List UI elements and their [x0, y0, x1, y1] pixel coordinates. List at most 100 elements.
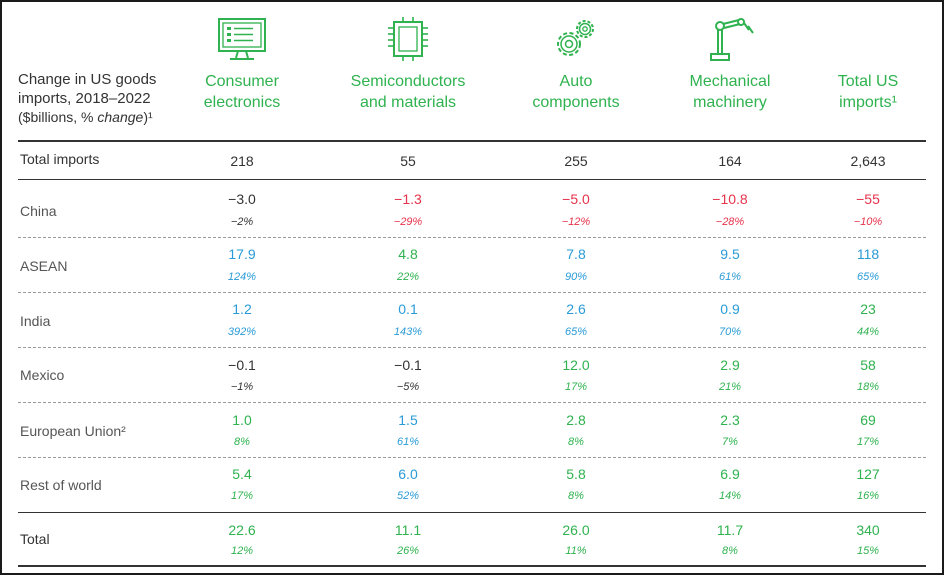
column-label: Semiconductors and materials	[350, 73, 466, 111]
column-label: Mechanical machinery	[689, 73, 771, 111]
cell-value: 0.9	[720, 301, 740, 317]
column-label: Total US imports¹	[837, 73, 899, 111]
cell-percent: −29%	[393, 216, 423, 228]
row-label: ASEAN	[20, 258, 68, 274]
cell-value: 255	[564, 153, 588, 169]
cell-value: −55	[856, 191, 880, 207]
chip-icon	[388, 17, 428, 61]
table-header: Change in US goods imports, 2018–2022 ($…	[2, 2, 942, 142]
cell-value: 12.0	[562, 357, 590, 373]
cell-percent: 8%	[234, 436, 250, 448]
cell-percent: 44%	[856, 326, 880, 338]
cell-percent: −2%	[230, 216, 254, 228]
row-divider	[18, 347, 926, 348]
cell-percent: 52%	[396, 490, 420, 502]
cell-value: 55	[400, 153, 416, 169]
cell-value: −0.1	[228, 357, 256, 373]
cell-percent: 12%	[230, 545, 254, 557]
cell-value: 2.6	[566, 301, 586, 317]
cell-value: 2.3	[720, 412, 740, 428]
cell-percent: −5%	[396, 381, 420, 393]
gears-icon	[557, 20, 594, 56]
cell-percent: 18%	[856, 381, 880, 393]
title-line-1: Change in US goods	[18, 71, 157, 88]
cell-percent: 14%	[718, 490, 742, 502]
row-header-title: Change in US goods imports, 2018–2022 ($…	[18, 70, 198, 127]
cell-percent: 8%	[568, 490, 584, 502]
row-label: China	[20, 203, 57, 219]
cell-percent: 65%	[856, 271, 880, 283]
title-line-2: imports, 2018–2022	[18, 90, 151, 107]
row-label: Total	[20, 531, 50, 547]
cell-value: 58	[860, 357, 876, 373]
cell-value: 1.2	[232, 301, 252, 317]
cell-value: 9.5	[720, 246, 740, 262]
column-label: Consumer electronics	[203, 73, 281, 111]
row-divider	[18, 457, 926, 458]
cell-percent: 17%	[564, 381, 588, 393]
cell-value: −3.0	[228, 191, 256, 207]
column-header-total-us-imports: Total US imports¹	[788, 2, 944, 142]
cell-percent: −1%	[230, 381, 254, 393]
bottom-rule	[18, 565, 926, 567]
header-rule	[18, 140, 926, 142]
cell-value: 340	[856, 522, 880, 538]
robot-arm-icon	[710, 18, 754, 61]
row-label: Mexico	[20, 367, 65, 383]
cell-value: −1.3	[394, 191, 422, 207]
cell-percent: −10%	[853, 216, 883, 228]
cell-percent: 143%	[393, 326, 423, 338]
cell-value: 2.9	[720, 357, 740, 373]
cell-value: 1.5	[398, 412, 418, 428]
total-rule	[18, 512, 926, 513]
cell-value: 4.8	[398, 246, 418, 262]
row-divider	[18, 402, 926, 403]
cell-percent: 8%	[722, 545, 738, 557]
column-header-auto-components: Auto components	[496, 2, 656, 142]
cell-value: 127	[856, 466, 880, 482]
cell-value: 164	[718, 153, 742, 169]
cell-percent: 17%	[230, 490, 254, 502]
cell-percent: 392%	[227, 326, 257, 338]
monitor-icon	[218, 18, 266, 60]
cell-value: 1.0	[232, 412, 252, 428]
cell-percent: 15%	[856, 545, 880, 557]
cell-percent: 61%	[718, 271, 742, 283]
column-label: Auto components	[532, 73, 620, 111]
row-label: Rest of world	[20, 477, 102, 493]
cell-value: 23	[860, 301, 876, 317]
cell-percent: −28%	[715, 216, 745, 228]
total-imports-rule	[18, 179, 926, 180]
cell-value: −10.8	[712, 191, 748, 207]
title-line-3-italic: change	[97, 109, 144, 125]
column-header-semiconductors: Semiconductors and materials	[328, 2, 488, 142]
column-header-mechanical-machinery: Mechanical machinery	[650, 2, 810, 142]
cell-value: 218	[230, 153, 254, 169]
column-header-consumer-electronics: Consumer electronics	[162, 2, 322, 142]
row-label: Total imports	[20, 151, 100, 167]
cell-value: 7.8	[566, 246, 586, 262]
cell-percent: 124%	[227, 271, 257, 283]
cell-value: 2.8	[566, 412, 586, 428]
title-line-3-sup: )¹	[143, 109, 153, 125]
cell-percent: 8%	[568, 436, 584, 448]
cell-percent: 21%	[718, 381, 742, 393]
cell-percent: 61%	[396, 436, 420, 448]
cell-percent: 17%	[856, 436, 880, 448]
title-line-3: ($billions, % change)¹	[18, 108, 198, 127]
cell-value: 5.4	[232, 466, 252, 482]
row-label: India	[20, 313, 51, 329]
cell-value: 69	[860, 412, 876, 428]
cell-percent: 26%	[396, 545, 420, 557]
cell-value: 2,643	[850, 153, 886, 169]
cell-percent: 65%	[564, 326, 588, 338]
cell-value: 6.9	[720, 466, 740, 482]
row-label: European Union²	[20, 423, 126, 439]
cell-value: 17.9	[228, 246, 256, 262]
cell-value: 0.1	[398, 301, 418, 317]
cell-value: 26.0	[562, 522, 590, 538]
cell-percent: 11%	[565, 545, 587, 557]
cell-value: −5.0	[562, 191, 590, 207]
cell-percent: −12%	[561, 216, 591, 228]
